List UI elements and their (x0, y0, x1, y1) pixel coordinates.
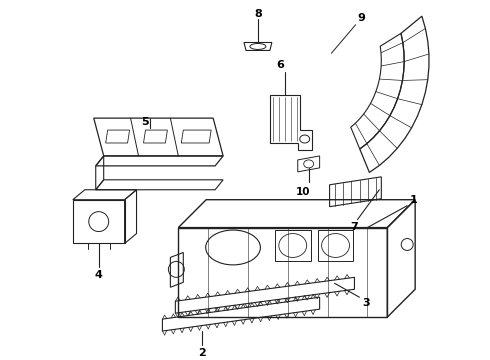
Text: 7: 7 (350, 221, 358, 231)
Text: 10: 10 (295, 187, 310, 197)
Text: 8: 8 (254, 9, 262, 19)
Text: 9: 9 (358, 13, 366, 23)
Text: 5: 5 (142, 117, 149, 127)
Text: 4: 4 (95, 270, 103, 280)
Text: 6: 6 (276, 60, 284, 70)
Text: 3: 3 (363, 298, 370, 308)
Text: 1: 1 (409, 195, 417, 205)
Text: 2: 2 (198, 348, 206, 358)
